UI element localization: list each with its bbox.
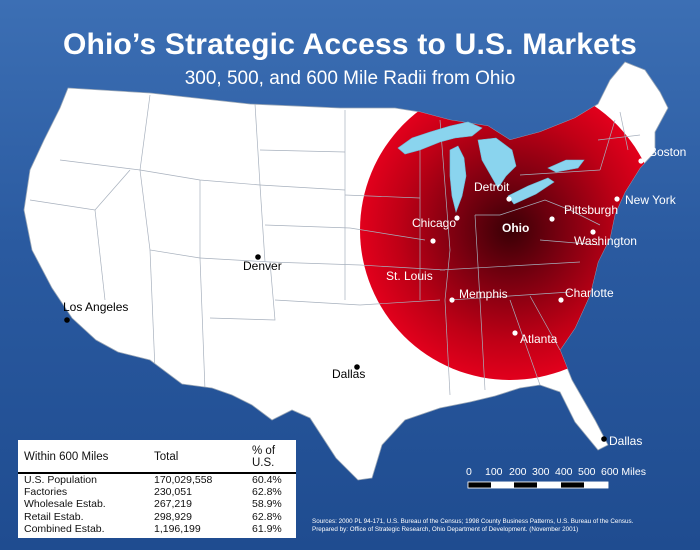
row-total: 267,219 bbox=[154, 498, 192, 511]
city-dot-chicago bbox=[454, 215, 460, 221]
city-dot-dallas-2 bbox=[601, 436, 607, 442]
city-labels: Boston New York Detroit Pittsburgh Chica… bbox=[63, 145, 686, 448]
row-total: 230,051 bbox=[154, 486, 192, 499]
market-stats-table: Within 600 Miles Total % of U.S. U.S. Po… bbox=[18, 440, 296, 538]
city-dot-los-angeles bbox=[64, 317, 70, 323]
city-label-washington: Washington bbox=[574, 234, 637, 248]
scale-label-0: 0 bbox=[466, 466, 472, 478]
city-markers bbox=[64, 158, 644, 442]
city-label-charlotte: Charlotte bbox=[565, 286, 614, 300]
scale-label-500: 500 bbox=[578, 466, 596, 478]
city-label-st-louis: St. Louis bbox=[386, 269, 433, 283]
lake-michigan bbox=[449, 145, 467, 214]
row-total: 1,196,199 bbox=[154, 522, 201, 535]
row-label: Wholesale Estab. bbox=[24, 498, 106, 511]
map-subtitle: 300, 500, and 600 Mile Radii from Ohio bbox=[184, 68, 516, 89]
row-pct: 60.4% bbox=[252, 474, 282, 486]
city-label-pittsburgh: Pittsburgh bbox=[564, 203, 618, 217]
header-within-600-miles: Within 600 Miles bbox=[18, 444, 148, 474]
row-pct: 62.8% bbox=[252, 510, 282, 523]
lake-erie bbox=[507, 177, 555, 205]
lake-huron bbox=[477, 137, 517, 189]
great-lakes bbox=[397, 121, 585, 214]
header-total: Total bbox=[148, 444, 246, 474]
table-row: Combined Estab. 1,196,199 61.9% bbox=[18, 523, 296, 535]
city-dot-charlotte bbox=[558, 297, 564, 303]
scale-bar bbox=[467, 481, 609, 489]
city-label-dallas: Dallas bbox=[332, 367, 365, 381]
row-pct: 61.9% bbox=[252, 522, 282, 535]
city-label-ohio: Ohio bbox=[502, 221, 529, 235]
table-row: Retail Estab. 298,929 62.8% bbox=[18, 511, 296, 523]
scale-label-200: 200 bbox=[509, 466, 527, 478]
header-pct-of-us: % of U.S. bbox=[246, 444, 296, 474]
prepared-by-line: Prepared by: Office of Strategic Researc… bbox=[312, 526, 579, 533]
city-dot-washington bbox=[590, 229, 596, 235]
city-label-atlanta: Atlanta bbox=[520, 332, 558, 346]
city-label-new-york: New York bbox=[625, 193, 677, 207]
city-label-los-angeles: Los Angeles bbox=[63, 300, 128, 314]
scale-label-100: 100 bbox=[485, 466, 503, 478]
sources-line: Sources: 2000 PL 94-171, U.S. Bureau of … bbox=[312, 518, 634, 525]
city-dot-memphis bbox=[449, 297, 455, 303]
city-dot-new-york bbox=[614, 196, 620, 202]
city-label-dallas-2: Dallas bbox=[609, 434, 642, 448]
row-label: Retail Estab. bbox=[24, 510, 84, 523]
scale-label-300: 300 bbox=[532, 466, 550, 478]
radius-600-miles bbox=[360, 80, 660, 380]
city-label-memphis: Memphis bbox=[459, 287, 508, 301]
row-pct: 58.9% bbox=[252, 498, 282, 511]
city-label-denver: Denver bbox=[243, 259, 282, 273]
row-label: Combined Estab. bbox=[24, 522, 105, 535]
scale-label-600: 600 Miles bbox=[601, 466, 646, 478]
city-dot-detroit bbox=[506, 196, 512, 202]
table-row: Wholesale Estab. 267,219 58.9% bbox=[18, 498, 296, 510]
city-label-chicago: Chicago bbox=[412, 216, 456, 230]
city-dot-denver bbox=[255, 254, 261, 260]
lake-superior bbox=[397, 121, 483, 155]
row-label: Factories bbox=[24, 486, 68, 499]
table-row: Factories 230,051 62.8% bbox=[18, 486, 296, 498]
city-label-boston: Boston bbox=[649, 145, 686, 159]
city-dot-atlanta bbox=[512, 330, 518, 336]
table-row: U.S. Population 170,029,558 60.4% bbox=[18, 473, 296, 486]
scale-label-400: 400 bbox=[555, 466, 573, 478]
city-label-detroit: Detroit bbox=[474, 180, 510, 194]
city-dot-pittsburgh bbox=[549, 216, 555, 222]
lake-ontario bbox=[547, 159, 585, 173]
city-dot-boston bbox=[638, 158, 644, 164]
table-header-row: Within 600 Miles Total % of U.S. bbox=[18, 444, 296, 474]
row-pct: 62.8% bbox=[252, 486, 282, 499]
row-label: U.S. Population bbox=[24, 474, 97, 486]
city-dot-dallas bbox=[354, 364, 360, 370]
row-total: 298,929 bbox=[154, 510, 192, 523]
sources-note: Sources: 2000 PL 94-171, U.S. Bureau of … bbox=[312, 518, 692, 534]
row-total: 170,029,558 bbox=[154, 474, 213, 486]
city-dot-st-louis bbox=[430, 238, 436, 244]
state-borders bbox=[29, 94, 641, 396]
map-title: Ohio’s Strategic Access to U.S. Markets bbox=[62, 28, 638, 61]
